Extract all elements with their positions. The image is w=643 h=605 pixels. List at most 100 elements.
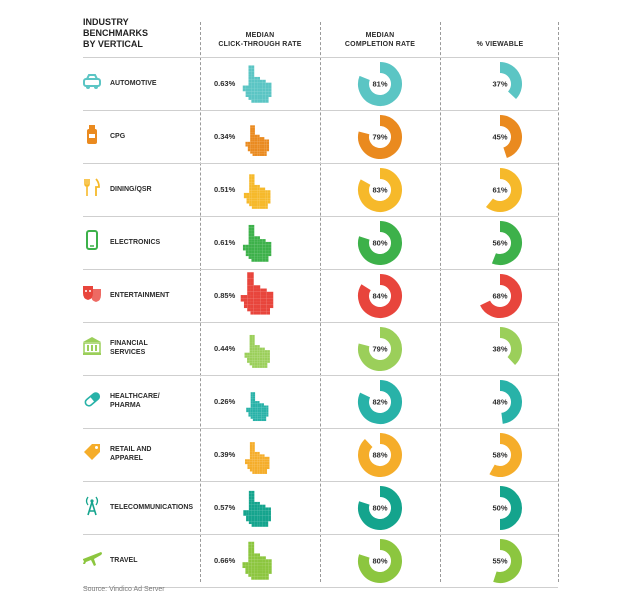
viewable-donut-label: 48% xyxy=(492,398,507,407)
ctr-value: 0.44% xyxy=(214,343,236,353)
pill-icon xyxy=(81,388,103,410)
source-note: Source: Vindico Ad Server xyxy=(83,586,165,593)
completion-donut-arc xyxy=(358,539,402,583)
row-divider xyxy=(83,110,558,111)
completion-donut-label: 79% xyxy=(372,133,387,142)
viewable-donut-label: 58% xyxy=(492,451,507,460)
ctr-value: 0.26% xyxy=(214,396,236,406)
row-divider xyxy=(83,375,558,376)
viewable-donut: 61% xyxy=(477,167,523,213)
completion-donut-arc xyxy=(358,115,402,159)
column-divider xyxy=(320,22,321,582)
completion-donut-label: 80% xyxy=(372,557,387,566)
fork-knife-icon xyxy=(81,176,103,198)
viewable-donut-arc xyxy=(485,168,522,212)
table-row: TRAVEL 0.66% 80% 55% xyxy=(0,534,643,587)
viewable-donut: 50% xyxy=(477,485,523,531)
completion-donut-label: 88% xyxy=(372,451,387,460)
ctr-value: 0.61% xyxy=(214,237,236,247)
vertical-label: TELECOMMUNICATIONS xyxy=(110,503,194,511)
viewable-donut-arc xyxy=(499,380,522,424)
row-divider xyxy=(83,269,558,270)
vertical-label: CPG xyxy=(110,132,126,140)
completion-donut-arc xyxy=(358,274,402,318)
table-row: HEALTHCARE/ PHARMA 0.26% 82% 48% xyxy=(0,375,643,428)
viewable-donut-label: 50% xyxy=(492,504,507,513)
vertical-label: ENTERTAINMENT xyxy=(110,291,170,299)
table-row: FINANCIAL SERVICES 0.44% 79% 38% xyxy=(0,322,643,375)
viewable-donut-label: 68% xyxy=(492,292,507,301)
viewable-donut-label: 55% xyxy=(492,557,507,566)
pointer-hand-icon xyxy=(240,537,276,581)
airplane-icon xyxy=(81,547,103,569)
completion-donut-label: 83% xyxy=(372,186,387,195)
row-divider xyxy=(83,163,558,164)
completion-donut: 80% xyxy=(357,485,403,531)
pointer-hand-icon xyxy=(240,431,276,475)
viewable-donut-arc xyxy=(489,433,522,477)
ctr-value: 0.85% xyxy=(214,290,236,300)
row-divider xyxy=(83,428,558,429)
viewable-donut-arc xyxy=(499,327,522,366)
viewable-donut-arc xyxy=(499,62,522,100)
completion-donut-label: 79% xyxy=(372,345,387,354)
pointer-hand-icon xyxy=(240,484,276,528)
viewable-donut: 68% xyxy=(477,273,523,319)
viewable-donut-arc xyxy=(480,274,522,318)
vertical-label: FINANCIAL SERVICES xyxy=(110,340,148,356)
bottle-icon xyxy=(81,123,103,145)
bank-icon xyxy=(81,335,103,357)
viewable-donut: 56% xyxy=(477,220,523,266)
completion-donut: 81% xyxy=(357,61,403,107)
viewable-donut: 45% xyxy=(477,114,523,160)
completion-donut-arc xyxy=(358,221,402,265)
vertical-label: HEALTHCARE/ PHARMA xyxy=(110,393,160,409)
chart-title: INDUSTRY BENCHMARKS BY VERTICAL xyxy=(83,17,148,49)
completion-donut: 80% xyxy=(357,220,403,266)
antenna-tower-icon xyxy=(81,494,103,516)
pointer-hand-icon xyxy=(240,272,276,316)
ctr-value: 0.39% xyxy=(214,449,236,459)
completion-donut: 79% xyxy=(357,114,403,160)
row-divider xyxy=(83,587,558,588)
completion-donut-arc xyxy=(358,62,402,106)
column-divider xyxy=(440,22,441,582)
pointer-hand-icon xyxy=(240,325,276,369)
vertical-label: TRAVEL xyxy=(110,556,138,564)
completion-donut: 83% xyxy=(357,167,403,213)
ctr-value: 0.63% xyxy=(214,78,236,88)
row-divider xyxy=(83,534,558,535)
pointer-hand-icon xyxy=(240,378,276,422)
viewable-donut: 48% xyxy=(477,379,523,425)
completion-donut-label: 80% xyxy=(372,504,387,513)
viewable-donut: 38% xyxy=(477,326,523,372)
viewable-donut-label: 61% xyxy=(492,186,507,195)
completion-donut: 88% xyxy=(357,432,403,478)
table-row: RETAIL AND APPAREL 0.39% 88% 58% xyxy=(0,428,643,481)
viewable-column-header: % VIEWABLE xyxy=(476,41,524,48)
pointer-hand-icon xyxy=(240,219,276,263)
ctr-value: 0.51% xyxy=(214,184,236,194)
table-row: AUTOMOTIVE 0.63% 81% 37% xyxy=(0,57,643,110)
table-row: ENTERTAINMENT 0.85% 84% 68% xyxy=(0,269,643,322)
completion-donut-label: 81% xyxy=(372,80,387,89)
price-tag-icon xyxy=(81,441,103,463)
viewable-donut: 58% xyxy=(477,432,523,478)
viewable-donut-label: 38% xyxy=(492,345,507,354)
pointer-hand-icon xyxy=(240,60,276,104)
viewable-donut-label: 37% xyxy=(492,80,507,89)
phone-icon xyxy=(81,229,103,251)
viewable-donut: 55% xyxy=(477,538,523,584)
table-row: DINING/QSR 0.51% 83% 61% xyxy=(0,163,643,216)
row-divider xyxy=(83,57,558,58)
completion-donut: 82% xyxy=(357,379,403,425)
table-row: TELECOMMUNICATIONS 0.57% 80% 50% xyxy=(0,481,643,534)
completion-donut: 79% xyxy=(357,326,403,372)
ctr-value: 0.57% xyxy=(214,502,236,512)
viewable-donut-arc xyxy=(493,539,522,583)
completion-donut-arc xyxy=(358,433,402,477)
vertical-label: DINING/QSR xyxy=(110,185,152,193)
row-divider xyxy=(83,216,558,217)
table-row: ELECTRONICS 0.61% 80% 56% xyxy=(0,216,643,269)
viewable-donut: 37% xyxy=(477,61,523,107)
